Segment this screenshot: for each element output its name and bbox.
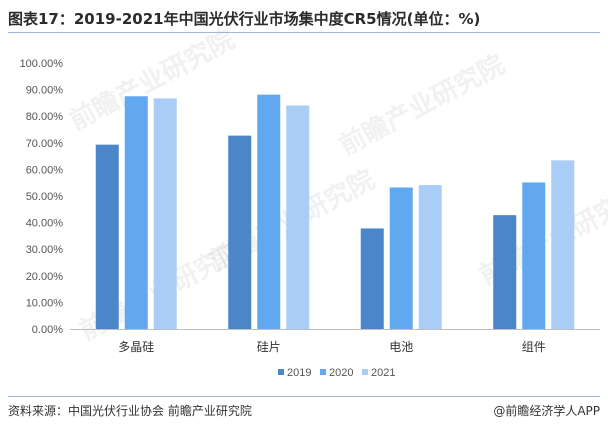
y-tick-label: 20.00%: [26, 271, 64, 283]
brand-credit: @前瞻经济学人APP: [493, 404, 600, 418]
y-tick-label: 0.00%: [32, 324, 63, 336]
legend-label: 2020: [329, 367, 353, 379]
x-tick-label: 多晶硅: [118, 340, 154, 354]
footer-divider: [8, 396, 600, 397]
bar-2019: [95, 144, 119, 329]
y-tick-label: 70.00%: [26, 138, 64, 150]
legend-swatch: [320, 369, 326, 375]
legend: 2019 2020 2021: [278, 367, 395, 379]
footer: 资料来源：中国光伏行业协会 前瞻产业研究院 @前瞻经济学人APP: [8, 402, 600, 422]
x-tick-label: 硅片: [257, 340, 281, 354]
bar-2021: [418, 185, 442, 329]
source-note: 资料来源：中国光伏行业协会 前瞻产业研究院: [8, 404, 252, 418]
y-tick-label: 80.00%: [26, 111, 64, 123]
bars: [95, 94, 575, 330]
x-axis: 多晶硅 硅片 电池 组件: [118, 340, 546, 354]
title-divider: [8, 32, 600, 33]
bar-2019: [228, 135, 252, 329]
y-tick-label: 100.00%: [20, 58, 64, 70]
bar-chart: 0.00% 10.00% 20.00% 30.00% 40.00% 50.00% 60.00…: [20, 58, 600, 379]
y-axis: 0.00% 10.00% 20.00% 30.00% 40.00% 50.00% 60.00…: [20, 58, 64, 336]
x-tick-label: 组件: [522, 340, 546, 354]
y-tick-label: 60.00%: [26, 164, 64, 176]
bar-2020: [257, 94, 281, 330]
bar-2021: [551, 160, 575, 329]
bar-2020: [124, 96, 148, 329]
y-tick-label: 10.00%: [26, 297, 64, 309]
bar-2019: [493, 215, 517, 329]
y-tick-label: 50.00%: [26, 191, 64, 203]
legend-label: 2019: [287, 367, 311, 379]
legend-label: 2021: [371, 367, 395, 379]
bar-2021: [153, 98, 177, 330]
y-tick-label: 30.00%: [26, 244, 64, 256]
legend-swatch: [362, 369, 368, 375]
y-tick-label: 90.00%: [26, 85, 64, 97]
bar-2020: [389, 187, 413, 329]
bar-2021: [286, 105, 310, 329]
bar-2020: [522, 182, 546, 329]
x-tick-label: 电池: [389, 340, 413, 354]
chart-title: 图表17：2019-2021年中国光伏行业市场集中度CR5情况(单位：%): [8, 10, 481, 28]
bar-2019: [360, 228, 384, 329]
y-tick-label: 40.00%: [26, 218, 64, 230]
legend-swatch: [278, 369, 284, 375]
